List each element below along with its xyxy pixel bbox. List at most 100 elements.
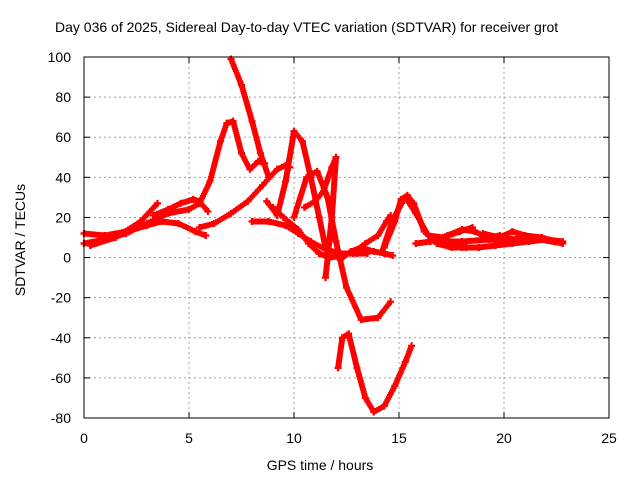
y-tick-label: -60 bbox=[51, 370, 71, 386]
data-point bbox=[238, 81, 245, 89]
series-band bbox=[335, 330, 414, 415]
y-tick-label: -80 bbox=[51, 410, 71, 426]
data-point bbox=[244, 197, 252, 205]
data-point bbox=[259, 181, 266, 189]
data-point bbox=[315, 250, 323, 258]
y-tick-label: 80 bbox=[55, 89, 71, 105]
series-track-10 bbox=[290, 167, 395, 324]
data-point bbox=[137, 217, 145, 225]
data-point bbox=[328, 213, 336, 221]
series-track-3 bbox=[86, 199, 161, 250]
data-point bbox=[458, 244, 466, 252]
data-point bbox=[185, 205, 193, 213]
data-point bbox=[521, 231, 529, 239]
data-point bbox=[319, 187, 327, 195]
chart-title: Day 036 of 2025, Sidereal Day-to-day VTE… bbox=[55, 19, 559, 35]
data-point bbox=[338, 334, 346, 342]
data-point bbox=[305, 240, 313, 248]
data-point bbox=[492, 242, 500, 250]
data-point bbox=[315, 213, 323, 221]
data-point bbox=[475, 244, 483, 252]
data-point bbox=[559, 238, 567, 246]
data-point bbox=[458, 225, 466, 233]
data-point bbox=[282, 177, 290, 185]
series-track-5 bbox=[196, 161, 294, 231]
x-tick-label: 20 bbox=[496, 430, 512, 446]
data-point bbox=[387, 298, 395, 306]
data-point bbox=[175, 219, 182, 227]
data-point bbox=[361, 240, 369, 248]
data-point bbox=[361, 394, 369, 402]
x-tick-label: 10 bbox=[286, 430, 302, 446]
data-point bbox=[424, 231, 432, 239]
data-point bbox=[382, 217, 390, 225]
data-point bbox=[290, 127, 298, 135]
series-track-4 bbox=[149, 195, 212, 219]
series-track-1 bbox=[80, 217, 210, 239]
data-point bbox=[508, 227, 516, 235]
data-point bbox=[154, 199, 161, 207]
data-point bbox=[196, 223, 203, 231]
series-track-6 bbox=[227, 55, 273, 181]
series-track-12 bbox=[334, 330, 416, 416]
data-point bbox=[149, 211, 157, 219]
data-point bbox=[370, 248, 378, 256]
data-point bbox=[248, 117, 256, 125]
x-tick-label: 0 bbox=[80, 430, 88, 446]
x-tick-label: 5 bbox=[185, 430, 193, 446]
series-track-19 bbox=[458, 236, 567, 252]
data-point bbox=[265, 217, 273, 225]
data-point bbox=[206, 177, 214, 185]
data-point bbox=[282, 221, 290, 229]
data-point bbox=[217, 137, 224, 145]
data-point bbox=[353, 364, 361, 372]
grid-lines bbox=[84, 57, 609, 418]
plot-frame bbox=[83, 56, 610, 419]
data-point bbox=[164, 205, 172, 213]
series-band bbox=[81, 118, 266, 247]
data-point bbox=[204, 207, 212, 215]
data-point bbox=[265, 173, 273, 181]
data-point bbox=[336, 256, 344, 264]
y-tick-label: -20 bbox=[51, 290, 71, 306]
data-point bbox=[263, 197, 271, 205]
data-point bbox=[229, 117, 237, 125]
data-point bbox=[479, 229, 487, 237]
y-tick-label: 40 bbox=[55, 169, 71, 185]
data-point bbox=[223, 119, 231, 127]
data-point bbox=[538, 234, 546, 241]
data-point bbox=[508, 240, 516, 248]
data-point bbox=[191, 227, 199, 235]
data-point bbox=[389, 215, 397, 223]
data-point bbox=[401, 193, 409, 201]
data-point bbox=[391, 382, 399, 390]
series-track-20 bbox=[479, 227, 560, 246]
y-tick-label: 60 bbox=[55, 129, 71, 145]
data-point bbox=[370, 408, 378, 416]
data-point bbox=[408, 342, 416, 350]
data-point bbox=[332, 153, 340, 161]
data-point bbox=[328, 163, 336, 171]
data-point bbox=[412, 209, 420, 217]
data-point bbox=[301, 203, 308, 211]
data-point bbox=[443, 231, 451, 239]
data-point bbox=[189, 195, 197, 203]
data-point bbox=[311, 197, 319, 205]
y-tick-label: -40 bbox=[51, 330, 71, 346]
y-tick-label: 100 bbox=[48, 49, 72, 65]
data-point bbox=[433, 238, 441, 246]
data-point bbox=[349, 250, 357, 258]
data-point bbox=[248, 217, 256, 225]
data-point bbox=[412, 240, 420, 248]
data-point bbox=[332, 238, 340, 246]
y-tick-label: 20 bbox=[55, 209, 71, 225]
data-point bbox=[496, 234, 504, 241]
data-point bbox=[246, 165, 254, 173]
data-point bbox=[290, 213, 298, 221]
data-point bbox=[313, 167, 321, 175]
data-point bbox=[471, 227, 479, 235]
data-point bbox=[380, 402, 388, 410]
data-point bbox=[458, 238, 466, 246]
data-point bbox=[401, 358, 409, 366]
data-point bbox=[86, 242, 94, 250]
